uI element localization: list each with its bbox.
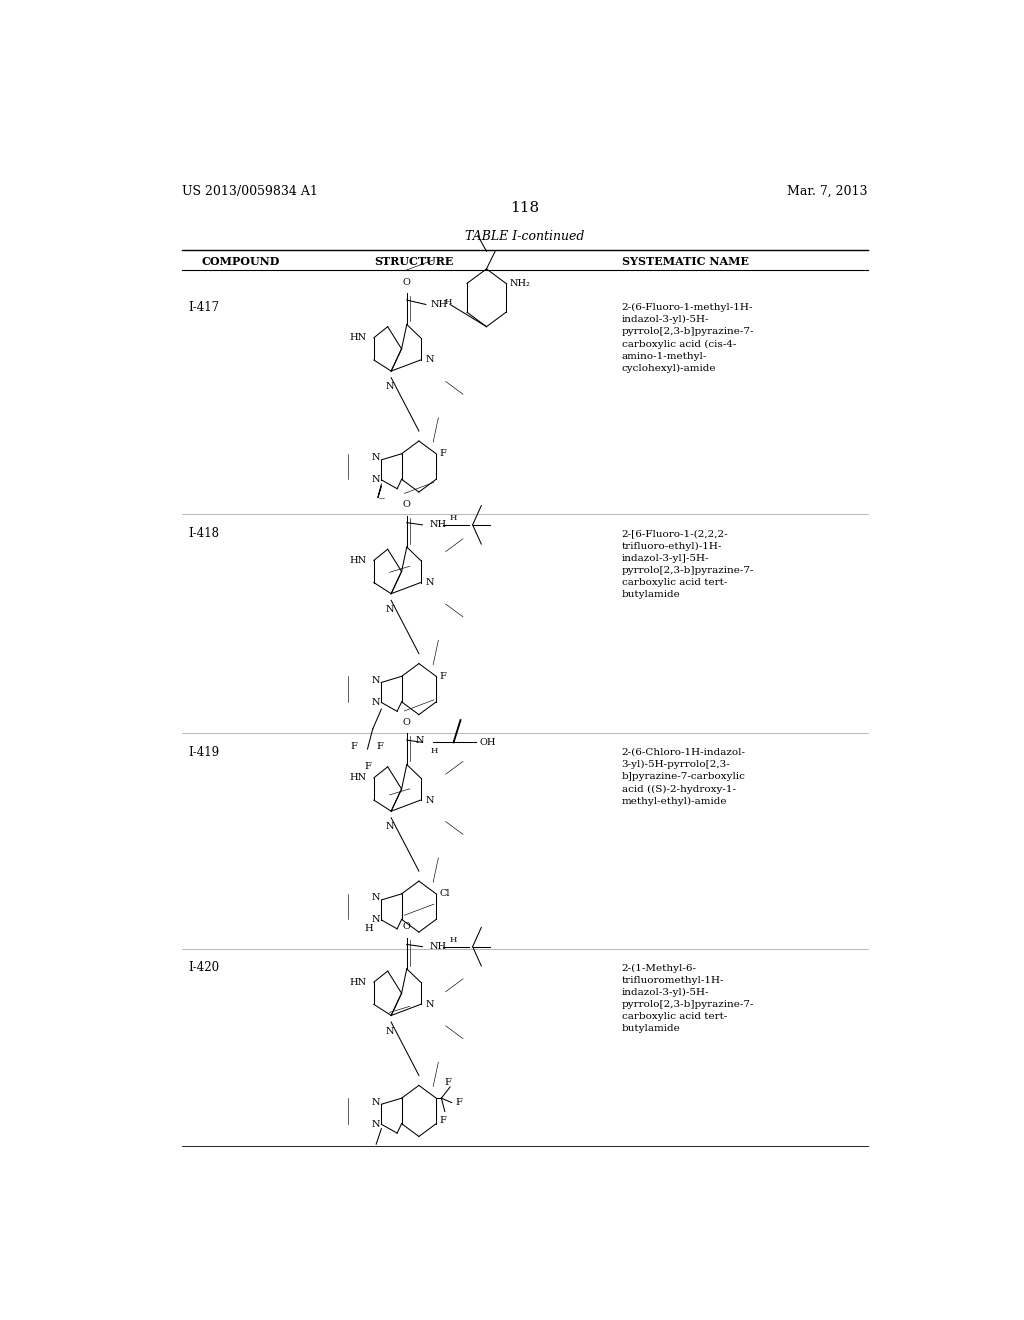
Text: I-419: I-419 <box>188 746 219 759</box>
Text: N: N <box>385 605 393 614</box>
Text: US 2013/0059834 A1: US 2013/0059834 A1 <box>182 185 317 198</box>
Text: N: N <box>426 578 434 587</box>
Text: 2-(6-Chloro-1H-indazol-
3-yl)-5H-pyrrolo[2,3-
b]pyrazine-7-carboxylic
acid ((S)-: 2-(6-Chloro-1H-indazol- 3-yl)-5H-pyrrolo… <box>622 748 745 807</box>
Text: N: N <box>371 1119 380 1129</box>
Text: Mar. 7, 2013: Mar. 7, 2013 <box>787 185 867 198</box>
Text: N: N <box>371 916 380 924</box>
Text: Cl: Cl <box>439 890 451 899</box>
Text: O: O <box>402 277 411 286</box>
Text: 2-(6-Fluoro-1-methyl-1H-
indazol-3-yl)-5H-
pyrrolo[2,3-b]pyrazine-7-
carboxylic : 2-(6-Fluoro-1-methyl-1H- indazol-3-yl)-5… <box>622 302 754 374</box>
Text: NH: NH <box>429 520 446 529</box>
Text: H: H <box>431 747 438 755</box>
Text: 118: 118 <box>510 201 540 215</box>
Text: HN: HN <box>350 978 367 986</box>
Text: TABLE I-continued: TABLE I-continued <box>465 230 585 243</box>
Text: F: F <box>376 742 383 751</box>
Text: H: H <box>444 298 453 306</box>
Text: N: N <box>371 1097 380 1106</box>
Text: F: F <box>439 672 446 681</box>
Text: N: N <box>426 796 434 805</box>
Text: 2-[6-Fluoro-1-(2,2,2-
trifluoro-ethyl)-1H-
indazol-3-yl]-5H-
pyrrolo[2,3-b]pyraz: 2-[6-Fluoro-1-(2,2,2- trifluoro-ethyl)-1… <box>622 529 754 599</box>
Text: F: F <box>439 1115 446 1125</box>
Text: N: N <box>426 355 434 364</box>
Text: O: O <box>402 718 411 727</box>
Text: N: N <box>385 383 393 391</box>
Text: F: F <box>350 742 357 751</box>
Text: N: N <box>385 1027 393 1036</box>
Text: F: F <box>456 1098 462 1107</box>
Text: SYSTEMATIC NAME: SYSTEMATIC NAME <box>622 256 749 267</box>
Text: N: N <box>371 475 380 484</box>
Text: NH: NH <box>431 300 449 309</box>
Text: HN: HN <box>350 333 367 342</box>
Text: I-420: I-420 <box>188 961 219 974</box>
Text: N: N <box>371 698 380 708</box>
Text: NH: NH <box>429 942 446 952</box>
Text: 2-(1-Methyl-6-
trifluoromethyl-1H-
indazol-3-yl)-5H-
pyrrolo[2,3-b]pyrazine-7-
c: 2-(1-Methyl-6- trifluoromethyl-1H- indaz… <box>622 964 754 1034</box>
Text: H: H <box>450 515 458 523</box>
Text: N: N <box>385 822 393 832</box>
Text: F: F <box>444 1078 452 1088</box>
Text: I-417: I-417 <box>188 301 219 314</box>
Text: F: F <box>439 449 446 458</box>
Text: F: F <box>365 763 371 771</box>
Text: N: N <box>416 735 424 744</box>
Text: NH₂: NH₂ <box>510 279 530 288</box>
Text: STRUCTURE: STRUCTURE <box>374 256 454 267</box>
Text: N: N <box>371 676 380 685</box>
Text: N: N <box>371 894 380 903</box>
Text: N: N <box>371 453 380 462</box>
Text: H: H <box>450 936 458 944</box>
Text: HN: HN <box>350 774 367 783</box>
Text: O: O <box>402 500 411 510</box>
Text: N: N <box>426 999 434 1008</box>
Text: O: O <box>402 923 411 931</box>
Text: OH: OH <box>479 738 496 747</box>
Text: COMPOUND: COMPOUND <box>201 256 280 267</box>
Text: H: H <box>365 924 373 933</box>
Text: HN: HN <box>350 556 367 565</box>
Text: I-418: I-418 <box>188 528 219 540</box>
